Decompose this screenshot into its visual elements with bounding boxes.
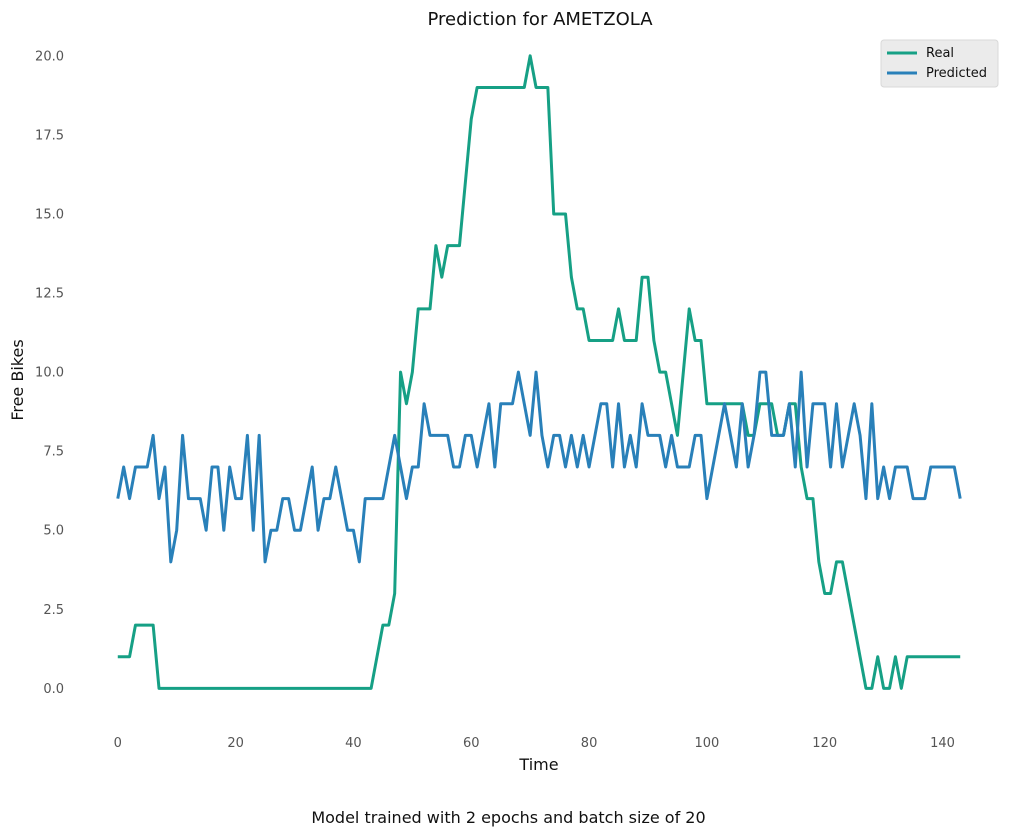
series-line-predicted xyxy=(116,370,962,564)
x-tick-label: 40 xyxy=(345,736,362,751)
y-tick-label: 12.5 xyxy=(35,287,64,302)
legend-label-real: Real xyxy=(926,46,954,61)
x-tick-label: 100 xyxy=(694,736,719,751)
line-chart: Prediction for AMETZOLA 0 20 40 60 80 100 120 1… xyxy=(8,9,999,774)
chart-title: Prediction for AMETZOLA xyxy=(427,9,653,30)
y-tick-label: 17.5 xyxy=(35,128,64,143)
series-lines xyxy=(116,54,962,690)
y-axis-label: Free Bikes xyxy=(8,339,27,420)
y-tick-label: 5.0 xyxy=(43,524,64,539)
y-axis-ticks: 0.0 2.5 5.0 7.5 10.0 12.5 15.0 17.5 20.0 xyxy=(35,49,64,697)
y-tick-label: 10.0 xyxy=(35,366,64,381)
x-tick-label: 120 xyxy=(812,736,837,751)
y-tick-label: 7.5 xyxy=(43,445,64,460)
x-tick-label: 80 xyxy=(581,736,598,751)
x-axis-label: Time xyxy=(518,755,558,774)
x-tick-label: 20 xyxy=(227,736,244,751)
legend: Real Predicted xyxy=(880,39,999,88)
y-tick-label: 20.0 xyxy=(35,49,64,64)
series-line-real xyxy=(117,54,961,690)
y-tick-label: 0.0 xyxy=(43,682,64,697)
x-axis-ticks: 0 20 40 60 80 100 120 140 xyxy=(114,736,955,751)
x-tick-label: 60 xyxy=(463,736,480,751)
x-tick-label: 140 xyxy=(930,736,955,751)
y-tick-label: 15.0 xyxy=(35,207,64,222)
model-caption: Model trained with 2 epochs and batch si… xyxy=(311,808,706,827)
y-tick-label: 2.5 xyxy=(43,603,64,618)
x-tick-label: 0 xyxy=(114,736,122,751)
legend-label-predicted: Predicted xyxy=(926,66,987,81)
